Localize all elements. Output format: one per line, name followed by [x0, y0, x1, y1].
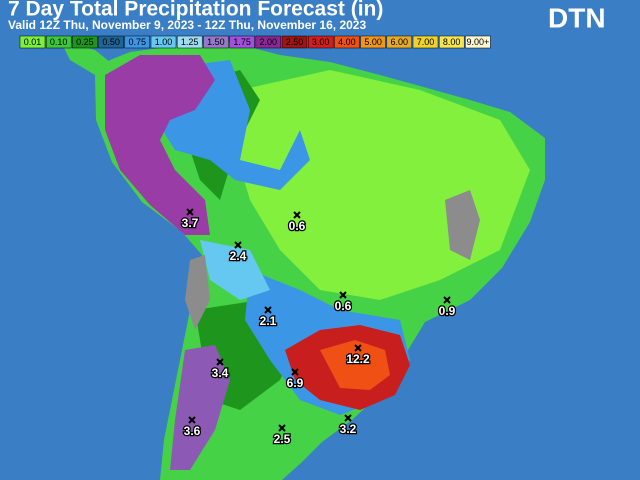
legend-swatch — [438, 35, 465, 49]
point-label: 12.2 — [346, 352, 370, 366]
point-marker — [354, 344, 362, 352]
legend-swatch — [72, 35, 98, 49]
legend-swatch — [19, 35, 46, 49]
point-label: 3.2 — [340, 422, 357, 436]
point-marker — [344, 414, 352, 422]
legend-label: 2.50 — [286, 37, 304, 47]
forecast-point: 2.1 — [258, 306, 278, 329]
forecast-point: 2.4 — [228, 241, 248, 264]
legend-swatch — [255, 35, 282, 49]
legend-swatch — [334, 35, 360, 49]
dry-area-south — [185, 255, 210, 330]
legend-label: 1.25 — [181, 37, 199, 47]
legend-swatch — [412, 35, 439, 49]
legend-label: 8.00 — [443, 37, 461, 47]
legend-swatch — [176, 35, 203, 49]
legend: 0.01 0.10 0.25 0.50 0.75 1.00 1.25 1.50 1.75 2.00… — [19, 35, 491, 49]
legend-swatch — [45, 35, 72, 49]
forecast-point: 3.2 — [338, 414, 358, 437]
title: 7 Day Total Precipitation Forecast (in) — [8, 0, 383, 21]
dry-area — [445, 190, 480, 260]
legend-label: 3.00 — [312, 37, 330, 47]
point-marker — [443, 296, 451, 304]
legend-swatch — [386, 35, 413, 49]
land-north — [60, 40, 110, 75]
legend-label: 1.00 — [155, 37, 173, 47]
legend-swatch — [124, 35, 151, 49]
legend-swatch — [203, 35, 229, 49]
legend-label: 0.25 — [76, 37, 94, 47]
legend-label: 7.00 — [417, 37, 435, 47]
legend-label: 0.75 — [129, 37, 147, 47]
point-marker — [339, 291, 347, 299]
legend-label: 0.10 — [50, 37, 68, 47]
legend-label: 9.00+ — [467, 37, 490, 47]
point-label: 2.5 — [274, 432, 291, 446]
legend-label: 1.50 — [207, 37, 225, 47]
forecast-point: 12.2 — [345, 344, 371, 367]
point-marker — [293, 211, 301, 219]
point-marker — [186, 208, 194, 216]
legend-label: 0.01 — [24, 37, 42, 47]
point-label: 6.9 — [287, 376, 304, 390]
forecast-point: 0.6 — [333, 291, 353, 314]
point-marker — [278, 424, 286, 432]
forecast-points: 3.7 0.6 2.4 0.6 0.9 2.1 12.2 3.4 6.9 3.6 2.5 3.2 — [180, 208, 457, 447]
forecast-point: 0.6 — [287, 211, 307, 234]
legend-swatch — [465, 35, 491, 49]
legend-swatch — [150, 35, 177, 49]
forecast-point: 6.9 — [285, 368, 305, 391]
subtitle: Valid 12Z Thu, November 9, 2023 - 12Z Th… — [8, 18, 366, 32]
legend-swatch — [307, 35, 334, 49]
point-marker — [188, 416, 196, 424]
legend-label: 6.00 — [391, 37, 409, 47]
legend-swatch — [281, 35, 308, 49]
point-label: 0.6 — [335, 299, 352, 313]
forecast-point: 3.4 — [210, 358, 230, 381]
legend-swatch — [360, 35, 386, 49]
legend-swatch — [98, 35, 124, 49]
precip-light-blue — [200, 240, 270, 300]
precip-purple-south — [170, 345, 230, 470]
precip-orange — [320, 340, 390, 390]
legend-label: 2.00 — [260, 37, 278, 47]
point-label: 2.1 — [260, 314, 277, 328]
point-marker — [291, 368, 299, 376]
legend-label: 1.75 — [233, 37, 251, 47]
legend-label: 4.00 — [338, 37, 356, 47]
legend-label: 0.50 — [102, 37, 120, 47]
forecast-point: 2.5 — [272, 424, 292, 447]
forecast-point: 3.7 — [180, 208, 200, 231]
point-label: 3.4 — [212, 366, 229, 380]
point-marker — [234, 241, 242, 249]
point-marker — [264, 306, 272, 314]
point-label: 3.7 — [182, 216, 199, 230]
logo: DTN — [548, 2, 606, 33]
forecast-point: 3.6 — [182, 416, 202, 439]
point-label: 3.6 — [184, 424, 201, 438]
point-label: 0.6 — [289, 219, 306, 233]
forecast-point: 0.9 — [437, 296, 457, 319]
point-label: 0.9 — [439, 304, 456, 318]
precip-purple — [105, 55, 215, 235]
legend-swatch — [229, 35, 255, 49]
point-label: 2.4 — [230, 249, 247, 263]
legend-label: 5.00 — [364, 37, 382, 47]
point-marker — [216, 358, 224, 366]
